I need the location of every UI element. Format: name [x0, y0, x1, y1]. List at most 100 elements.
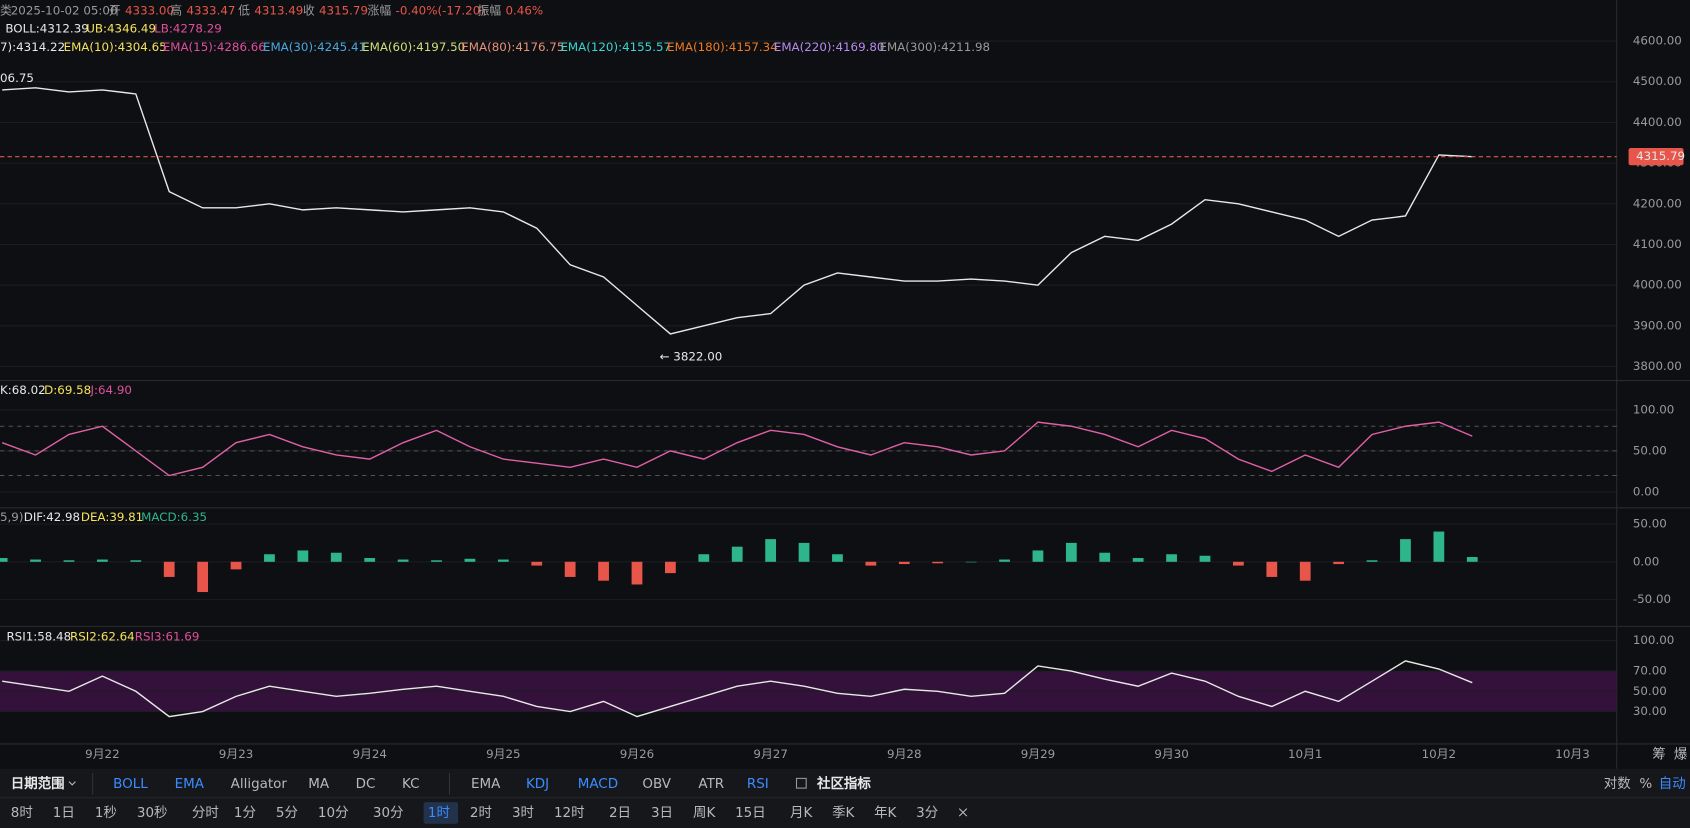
legend-item: EMA(120):4155.57 — [560, 40, 671, 54]
bar — [965, 561, 977, 563]
header-item: 4333.47 — [186, 3, 235, 17]
legend-item: 5,9) — [0, 510, 23, 524]
interval-button[interactable]: 周K — [693, 805, 716, 821]
bar — [0, 558, 8, 562]
last-price-tag-bg — [1628, 148, 1684, 166]
interval-button[interactable]: 2时 — [470, 805, 492, 821]
legend-item: J:64.90 — [90, 383, 132, 397]
y-tick-label: 70.00 — [1633, 664, 1667, 678]
interval-button[interactable]: 分时 — [192, 805, 219, 821]
overlay-button[interactable]: DC — [356, 776, 376, 792]
overlay-button[interactable]: BOLL — [113, 776, 148, 792]
bar — [531, 561, 543, 566]
legend-item: RSI2:62.64 — [70, 630, 135, 644]
interval-button[interactable]: 季K — [832, 805, 855, 821]
interval-button[interactable]: 12时 — [554, 805, 585, 821]
scale-button[interactable]: % — [1639, 776, 1652, 792]
y-tick-label: 50.00 — [1633, 516, 1667, 530]
bar — [197, 561, 209, 593]
side-label: 06.75 — [0, 71, 34, 85]
interval-button[interactable]: 15日 — [735, 805, 766, 821]
overlay-button[interactable]: KC — [402, 776, 420, 792]
legend-item: EMA(10):4304.65 — [64, 40, 167, 54]
interval-button[interactable]: 30分 — [373, 805, 404, 821]
indicator-button[interactable]: EMA — [471, 776, 501, 792]
bar — [97, 559, 108, 562]
indicator-button[interactable]: OBV — [642, 776, 671, 792]
line-series — [2, 87, 1473, 335]
overlay-button[interactable]: Alligator — [231, 776, 288, 792]
y-tick-label: 30.00 — [1633, 704, 1667, 718]
interval-button[interactable]: 3时 — [512, 805, 534, 821]
interval-button[interactable]: 1时 — [428, 805, 450, 821]
low-annotation: ← 3822.00 — [660, 349, 723, 363]
indicator-button[interactable]: ATR — [698, 776, 724, 792]
legend-item: MACD:6.35 — [141, 510, 207, 524]
interval-button[interactable]: 1秒 — [95, 805, 117, 821]
legend-item: EMA(30):4245.41 — [263, 40, 366, 54]
bar — [1099, 552, 1111, 562]
bar — [932, 561, 944, 564]
x-tick-label: 9月30 — [1154, 747, 1188, 761]
header-item: 涨幅 — [368, 3, 392, 17]
header-item: 低 — [238, 3, 250, 17]
y-tick-label: 0.00 — [1633, 484, 1659, 498]
active-interval-bg — [423, 802, 459, 824]
interval-button[interactable]: 1日 — [53, 805, 75, 821]
scale-button[interactable]: 自动 — [1659, 776, 1686, 792]
date-range-button[interactable]: 日期范围 — [11, 775, 65, 792]
interval-button[interactable]: 3分 — [916, 805, 938, 821]
legend-item: EMA(180):4157.34 — [667, 40, 778, 54]
bar — [865, 561, 877, 566]
close-icon[interactable] — [958, 808, 968, 817]
bar — [798, 542, 810, 562]
chart-layer: 4600.004500.004400.004300.004200.004100.… — [0, 34, 1685, 761]
header-item: 2025-10-02 05:00 — [11, 3, 118, 17]
bar — [999, 559, 1010, 562]
interval-button[interactable]: 年K — [874, 805, 897, 821]
bar — [431, 560, 442, 562]
interval-button[interactable]: 3日 — [651, 805, 673, 821]
bar — [1233, 561, 1244, 566]
legend-item: RSI3:61.69 — [135, 630, 200, 644]
bar — [130, 560, 142, 562]
bar — [1065, 542, 1077, 562]
line-series — [1, 421, 1473, 477]
y-tick-label: 4100.00 — [1633, 237, 1682, 251]
legend-item: UB:4346.49 — [86, 22, 156, 36]
x-tick-label: 9月24 — [352, 747, 386, 761]
side-button[interactable]: 爆 — [1674, 747, 1688, 763]
bar — [898, 561, 910, 565]
interval-button[interactable]: 月K — [790, 805, 813, 821]
community-button[interactable]: 社区指标 — [816, 775, 871, 792]
bar — [631, 561, 643, 585]
interval-button[interactable]: 8时 — [11, 805, 33, 821]
interval-button[interactable]: 2日 — [609, 805, 631, 821]
y-tick-label: 4200.00 — [1633, 196, 1682, 210]
interval-button[interactable]: 10分 — [318, 805, 349, 821]
side-button[interactable]: 筹 — [1652, 746, 1665, 763]
overlay-button[interactable]: EMA — [175, 776, 205, 792]
y-tick-label: 3900.00 — [1633, 318, 1682, 332]
legend-item: LB:4278.29 — [154, 22, 222, 36]
bar — [1199, 555, 1211, 562]
overlay-button[interactable]: MA — [308, 776, 330, 792]
header-item: 高 — [170, 3, 182, 17]
header-item: 4315.79 — [319, 3, 368, 17]
header-item: -0.40%(-17.20) — [396, 3, 485, 17]
bar — [731, 546, 743, 562]
indicator-button[interactable]: RSI — [747, 776, 769, 792]
bar — [698, 554, 710, 562]
indicator-button[interactable]: MACD — [578, 776, 618, 792]
y-tick-label: 4500.00 — [1633, 74, 1682, 88]
bar — [30, 559, 41, 562]
legend-item: K:68.02 — [0, 383, 46, 397]
interval-button[interactable]: 30秒 — [137, 805, 168, 821]
indicator-button[interactable]: KDJ — [526, 776, 549, 792]
x-tick-label: 9月28 — [887, 747, 921, 761]
scale-button[interactable]: 对数 — [1604, 776, 1631, 792]
interval-button[interactable]: 1分 — [234, 805, 256, 821]
y-tick-label: 100.00 — [1633, 633, 1674, 647]
bar — [264, 554, 275, 562]
interval-button[interactable]: 5分 — [276, 805, 298, 821]
